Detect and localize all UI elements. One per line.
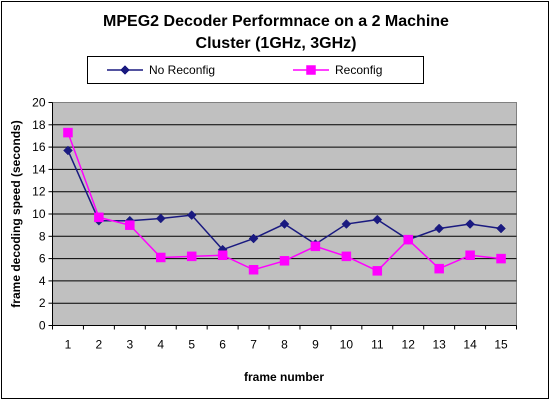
data-point — [186, 210, 197, 220]
chart-title-line1: MPEG2 Decoder Performnace on a 2 Machine — [103, 13, 449, 30]
legend-items: No Reconfig Reconfig — [107, 63, 382, 77]
data-point — [372, 266, 383, 276]
data-point — [341, 219, 352, 229]
data-point — [125, 220, 135, 230]
x-tick-label: 15 — [494, 338, 508, 352]
data-point — [156, 252, 166, 263]
data-point — [63, 127, 73, 138]
y-tick-labels: 0 2 4 6 8 10 12 14 16 18 20 — [32, 96, 46, 333]
x-tick-label: 3 — [126, 338, 133, 352]
series-2 — [63, 127, 506, 276]
legend-marker — [120, 65, 130, 75]
y-tick-label: 20 — [32, 96, 46, 110]
data-point — [465, 250, 475, 261]
y-tick-label: 4 — [39, 274, 46, 288]
x-tick-label: 9 — [312, 338, 319, 352]
y-tick-label: 18 — [32, 118, 46, 132]
y-tick-label: 8 — [39, 229, 46, 243]
data-point — [63, 145, 73, 156]
data-point — [496, 253, 506, 264]
data-point — [372, 214, 383, 225]
data-point — [279, 219, 290, 229]
data-point — [248, 233, 259, 244]
x-tick-label: 11 — [371, 338, 384, 352]
x-tick-label: 1 — [65, 338, 72, 352]
data-point — [496, 223, 506, 234]
axes — [48, 102, 517, 330]
x-tick-label: 6 — [219, 338, 226, 352]
legend-label: Reconfig — [335, 63, 382, 77]
x-tick-label: 2 — [96, 338, 103, 352]
legend-label: No Reconfig — [149, 63, 215, 77]
x-tick-label: 13 — [432, 338, 446, 352]
legend-marker — [306, 65, 316, 75]
y-tick-label: 10 — [32, 207, 46, 221]
gridlines — [52, 124, 517, 304]
x-tick-label: 14 — [463, 338, 477, 352]
data-point — [403, 234, 413, 245]
data-point — [217, 250, 228, 261]
x-tick-label: 8 — [281, 338, 288, 352]
x-tick-label: 10 — [340, 338, 354, 352]
y-tick-label: 14 — [32, 162, 46, 176]
y-tick-label: 16 — [32, 140, 46, 154]
x-tick-labels: 1 2 3 4 5 6 7 8 9 10 11 12 13 14 15 — [65, 338, 508, 352]
y-tick-label: 12 — [32, 185, 46, 199]
x-axis-title: frame number — [244, 370, 324, 384]
data-point — [434, 263, 444, 274]
data-point — [155, 213, 166, 224]
data-point — [186, 251, 197, 262]
y-axis-title: frame decoding speed (seconds) — [9, 120, 23, 307]
chart-title-line2: Cluster (1GHz, 3GHz) — [196, 35, 357, 52]
legend — [87, 56, 424, 84]
legend-item-2: Reconfig — [293, 63, 382, 77]
x-tick-label: 4 — [157, 338, 164, 352]
data-point — [248, 265, 259, 275]
data-point — [465, 219, 475, 229]
legend-item-1: No Reconfig — [107, 63, 215, 77]
data-point — [279, 256, 290, 266]
data-point — [434, 223, 445, 234]
x-tick-label: 5 — [188, 338, 195, 352]
y-tick-label: 6 — [39, 252, 46, 266]
y-tick-label: 2 — [39, 296, 46, 310]
data-point — [310, 241, 321, 252]
series-layer — [63, 127, 506, 276]
x-tick-label: 12 — [402, 338, 416, 352]
data-point — [94, 212, 104, 223]
y-tick-label: 0 — [39, 319, 46, 333]
data-point — [341, 251, 352, 262]
x-tick-label: 7 — [250, 338, 257, 352]
